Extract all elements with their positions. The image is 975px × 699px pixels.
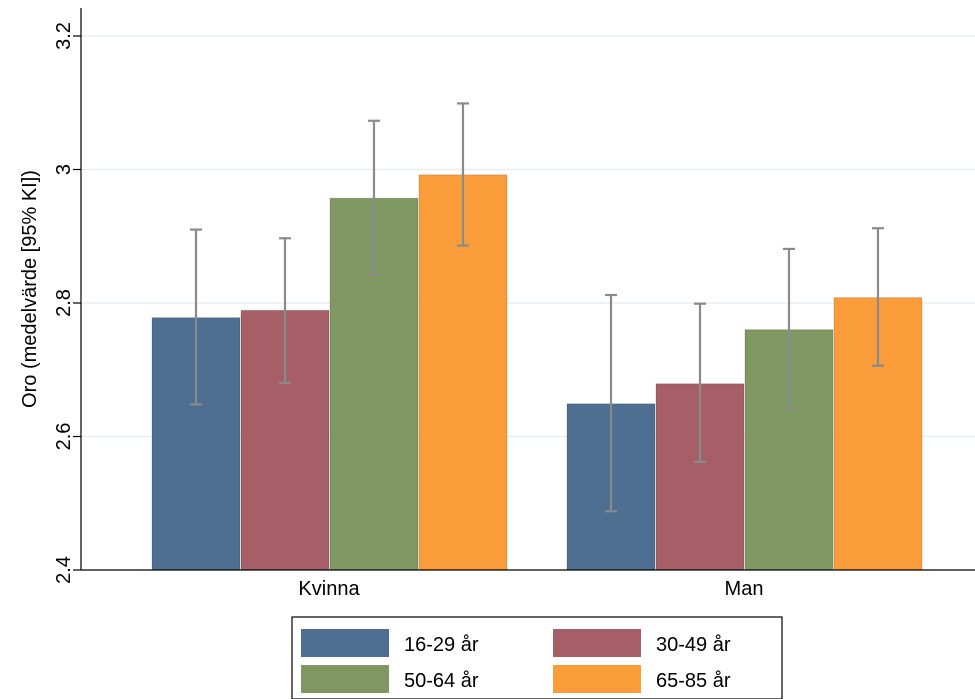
legend-swatch-50-64 (301, 665, 389, 693)
y-tick-label: 2.4 (53, 556, 75, 584)
bars (151, 174, 923, 571)
y-tick-label: 2.6 (53, 423, 75, 451)
category-label-man: Man (725, 578, 764, 600)
legend-swatch-30-49 (553, 629, 641, 657)
y-tick-label: 2.8 (53, 289, 75, 317)
y-axis-title: Oro (medelvärde [95% KI]) (19, 170, 41, 408)
category-label-kvinna: Kvinna (298, 578, 360, 600)
legend-label-65-85: 65-85 år (656, 670, 731, 692)
category-labels: Kvinna Man (298, 578, 763, 600)
y-ticks: 2.4 2.6 2.8 3 3.2 (53, 22, 81, 584)
legend-label-30-49: 30-49 år (656, 634, 731, 656)
legend: 16-29 år 30-49 år 50-64 år 65-85 år (291, 616, 783, 699)
y-tick-label: 3.2 (53, 22, 75, 50)
y-tick-label: 3 (53, 164, 75, 175)
legend-swatch-16-29 (301, 629, 389, 657)
axes (80, 8, 975, 571)
legend-label-50-64: 50-64 år (404, 670, 479, 692)
error-bars (190, 102, 884, 513)
legend-label-16-29: 16-29 år (404, 634, 479, 656)
legend-swatch-65-85 (553, 665, 641, 693)
